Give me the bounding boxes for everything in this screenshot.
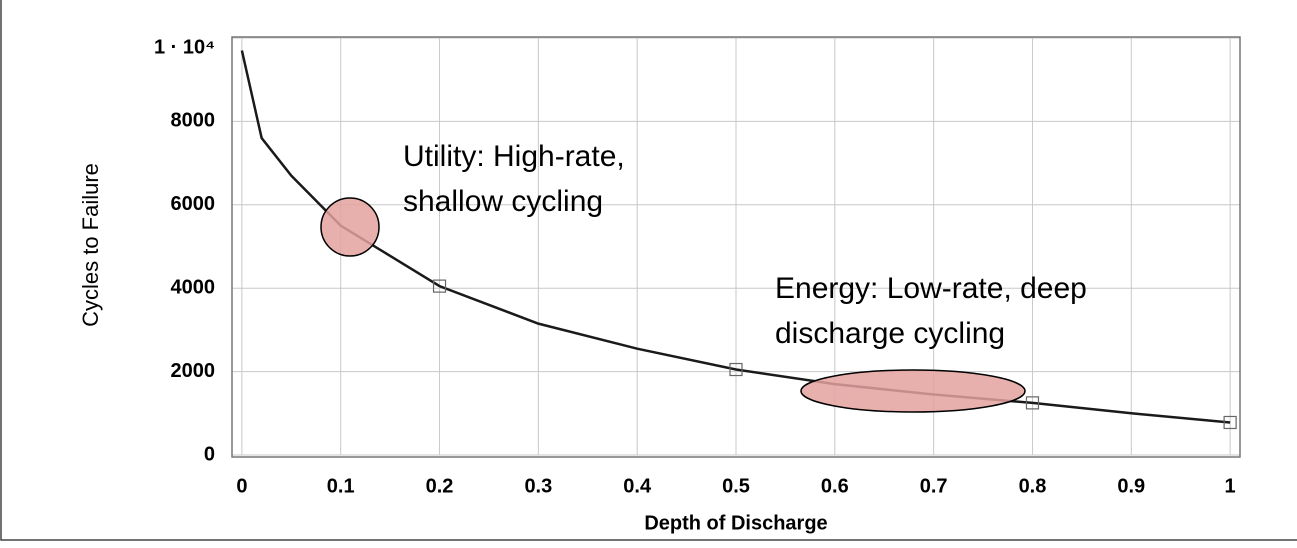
x-tick-label: 0.1	[327, 475, 355, 497]
x-tick-label: 1	[1225, 475, 1236, 497]
energy-region	[800, 369, 1026, 413]
x-tick-label: 0.8	[1019, 475, 1047, 497]
x-axis-label: Depth of Discharge	[644, 512, 827, 534]
y-axis-label: Cycles to Failure	[78, 163, 103, 327]
annotation: Utility: High-rate,	[403, 140, 625, 173]
y-tick-label: 2000	[171, 360, 216, 382]
y-tick-label: 1 · 10⁴	[154, 36, 215, 58]
marks	[240, 50, 1237, 430]
utility-region	[320, 197, 380, 257]
y-tick-label: 6000	[171, 193, 216, 215]
plot-area	[231, 36, 1241, 458]
x-tick-label: 0.3	[524, 475, 552, 497]
y-tick-label: 0	[204, 443, 215, 465]
x-tick-label: 0.2	[426, 475, 454, 497]
annotation: shallow cycling	[403, 185, 603, 218]
x-tick-label: 0.6	[821, 475, 849, 497]
marker	[729, 362, 743, 377]
line	[240, 50, 1231, 424]
marker	[432, 279, 447, 293]
marker	[1025, 396, 1040, 410]
x-tick-label: 0.5	[722, 475, 750, 497]
grid	[232, 37, 1240, 456]
annotation: Energy: Low-rate, deep	[775, 272, 1087, 305]
y-tick-label: 8000	[171, 110, 216, 132]
marker	[1223, 415, 1237, 430]
x-tick-label: 0.9	[1117, 475, 1145, 497]
x-tick-label: 0.7	[920, 475, 948, 497]
y-tick-label: 4000	[171, 276, 216, 298]
x-tick-label: 0	[236, 475, 247, 497]
annotation: discharge cycling	[775, 317, 1005, 350]
x-tick-label: 0.4	[623, 475, 652, 497]
